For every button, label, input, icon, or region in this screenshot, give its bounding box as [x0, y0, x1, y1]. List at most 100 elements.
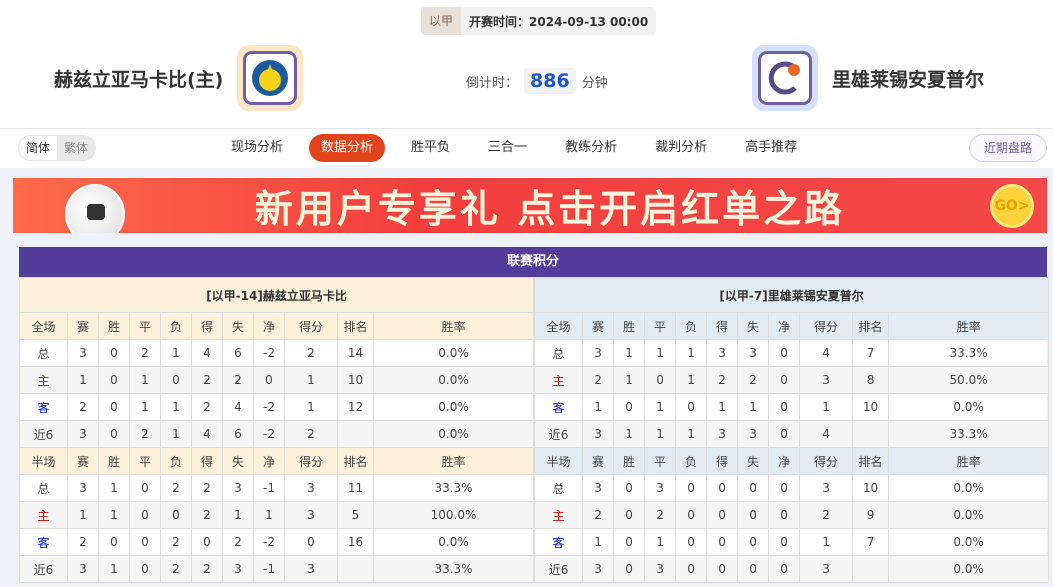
- cell: 0: [191, 528, 223, 556]
- tab-1[interactable]: 数据分析: [309, 134, 386, 162]
- cell: 0: [613, 474, 646, 502]
- column-header: 排名: [852, 312, 890, 340]
- cell: 6: [222, 420, 254, 448]
- cell: 3: [284, 474, 338, 502]
- tab-2[interactable]: 胜平负: [411, 140, 451, 155]
- cell: 2: [191, 501, 223, 529]
- cell: 0.0%: [888, 474, 1050, 502]
- column-header: 得分: [284, 447, 338, 475]
- cell: -2: [253, 528, 285, 556]
- cell: 16: [337, 528, 374, 556]
- cell: 3: [644, 474, 677, 502]
- cell: 2: [582, 501, 615, 529]
- away-team: 里雄莱锡安夏普尔: [752, 45, 984, 111]
- cell: [337, 555, 374, 583]
- tab-0[interactable]: 现场分析: [231, 140, 284, 155]
- tab-5[interactable]: 裁判分析: [655, 140, 708, 155]
- cell: 0: [98, 393, 130, 421]
- row-label: 近6: [534, 420, 584, 448]
- cell: 1: [129, 366, 161, 394]
- table-row: 近6 3 1 0 2 2 3 -1 3 33.3%: [19, 555, 535, 583]
- cell: 0: [675, 501, 708, 529]
- cell: 0: [160, 501, 192, 529]
- cell: 11: [337, 474, 374, 502]
- cell: 4: [222, 393, 254, 421]
- column-header: 胜率: [372, 312, 535, 340]
- cell: 0: [675, 555, 708, 583]
- cell: 0: [98, 366, 130, 394]
- cell: 0: [613, 393, 646, 421]
- language-toggle[interactable]: 简体 繁体: [18, 135, 97, 161]
- cell: 0.0%: [372, 393, 535, 421]
- cell: 0: [768, 393, 801, 421]
- row-label: 总: [534, 339, 584, 367]
- cell: [852, 420, 890, 448]
- cell: 3: [284, 501, 338, 529]
- row-label: 主: [19, 501, 68, 529]
- row-label: 总: [534, 474, 584, 502]
- table-row: 主 2 1 0 1 2 2 0 3 8 50.0%: [534, 366, 1050, 394]
- column-header: 胜率: [372, 447, 535, 475]
- column-header: 平: [129, 447, 161, 475]
- cell: 1: [98, 501, 130, 529]
- row-label: 主: [534, 501, 584, 529]
- cell: 2: [284, 339, 338, 367]
- cell: 1: [582, 528, 615, 556]
- cell: 2: [222, 528, 254, 556]
- tab-3[interactable]: 三合一: [488, 140, 528, 155]
- cell: 3: [582, 339, 615, 367]
- cell: 0.0%: [888, 555, 1050, 583]
- cell: 0: [129, 474, 161, 502]
- cell: 2: [222, 366, 254, 394]
- cell: 1: [98, 555, 130, 583]
- column-header: 净: [253, 447, 285, 475]
- team-standing-header: [以甲-7]里雄莱锡安夏普尔: [534, 277, 1050, 313]
- cell: 1: [644, 339, 677, 367]
- cell: 0.0%: [372, 420, 535, 448]
- column-header: 失: [222, 447, 254, 475]
- cell: 0: [644, 366, 677, 394]
- cell: 1: [675, 420, 708, 448]
- cell: 10: [852, 474, 890, 502]
- cell: 1: [160, 339, 192, 367]
- row-label: 主: [19, 366, 68, 394]
- banner-text: 新用户专享礼 点击开启红单之路: [254, 187, 846, 231]
- cell: -2: [253, 420, 285, 448]
- cell: 0: [737, 528, 770, 556]
- cell: 2: [129, 339, 161, 367]
- table-row: 客 2 0 1 1 2 4 -2 1 12 0.0%: [19, 393, 535, 421]
- league-badge: 以甲: [421, 7, 462, 35]
- cell: 1: [799, 393, 854, 421]
- column-header: 赛: [582, 312, 615, 340]
- cell: [852, 555, 890, 583]
- cell: 0: [737, 501, 770, 529]
- promo-banner[interactable]: 新用户专享礼 点击开启红单之路 GO>: [13, 178, 1047, 233]
- cell: 6: [222, 339, 254, 367]
- lang-simplified[interactable]: 简体: [19, 136, 58, 160]
- cell: 3: [737, 420, 770, 448]
- row-label: 主: [534, 366, 584, 394]
- row-label: 近6: [534, 555, 584, 583]
- cell: 3: [582, 555, 615, 583]
- cell: 2: [284, 420, 338, 448]
- tab-4[interactable]: 教练分析: [565, 140, 618, 155]
- table-row: 客 1 0 1 0 0 0 0 1 7 0.0%: [534, 528, 1050, 556]
- cell: 3: [67, 474, 99, 502]
- cell: 1: [706, 393, 739, 421]
- cell: -2: [253, 339, 285, 367]
- cell: 1: [129, 393, 161, 421]
- cell: 12: [337, 393, 374, 421]
- cell: 2: [67, 393, 99, 421]
- recent-handicap-button[interactable]: 近期盘路: [968, 134, 1047, 162]
- column-header: 失: [737, 312, 770, 340]
- cell: 3: [799, 366, 854, 394]
- lang-traditional[interactable]: 繁体: [57, 136, 96, 160]
- row-label: 总: [19, 474, 68, 502]
- column-header: 赛: [67, 312, 99, 340]
- cell: 1: [644, 393, 677, 421]
- cell: 0: [737, 555, 770, 583]
- section-label: 半场: [19, 447, 68, 475]
- column-header: 净: [768, 312, 801, 340]
- tab-6[interactable]: 高手推荐: [745, 140, 798, 155]
- go-button[interactable]: GO>: [990, 184, 1034, 228]
